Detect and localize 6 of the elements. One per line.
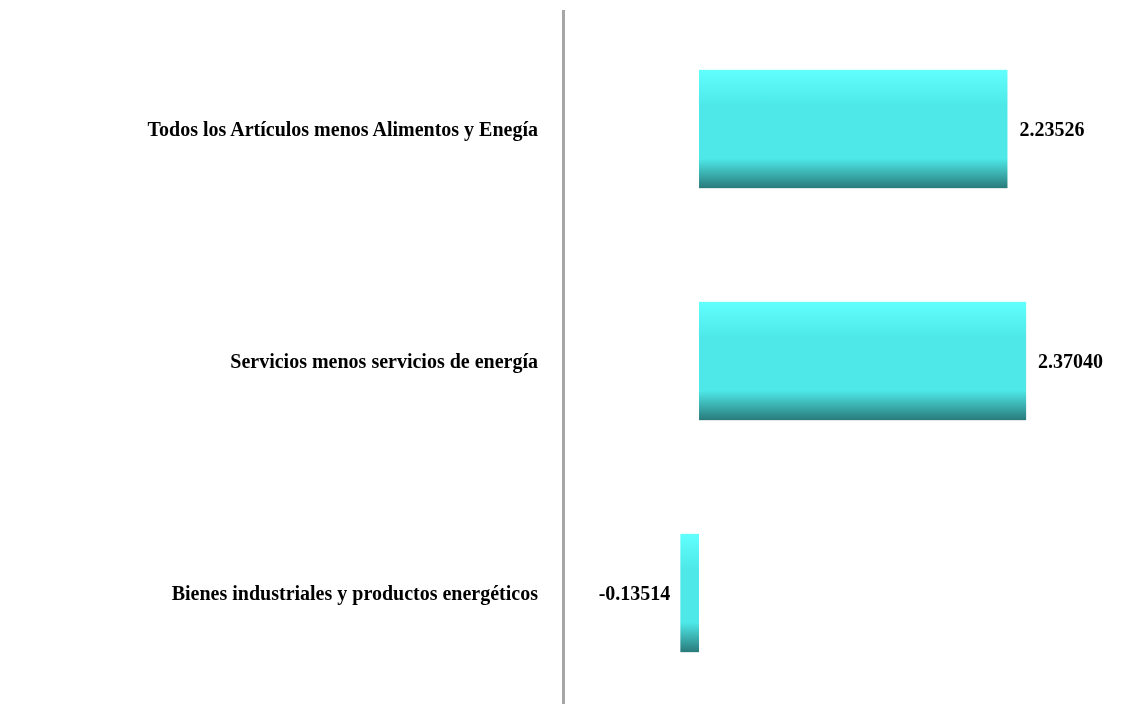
- data-label: 2.37040: [1038, 350, 1104, 372]
- y-tick-label: Servicios menos servicios de energía: [230, 350, 538, 373]
- y-tick-label: Todos los Artículos menos Alimentos y Enegía: [147, 118, 538, 141]
- y-tick-label: Bienes industriales y productos energéticos: [171, 582, 539, 605]
- data-label: -0.13514: [598, 582, 671, 604]
- data-label: 2.23526: [1019, 118, 1085, 140]
